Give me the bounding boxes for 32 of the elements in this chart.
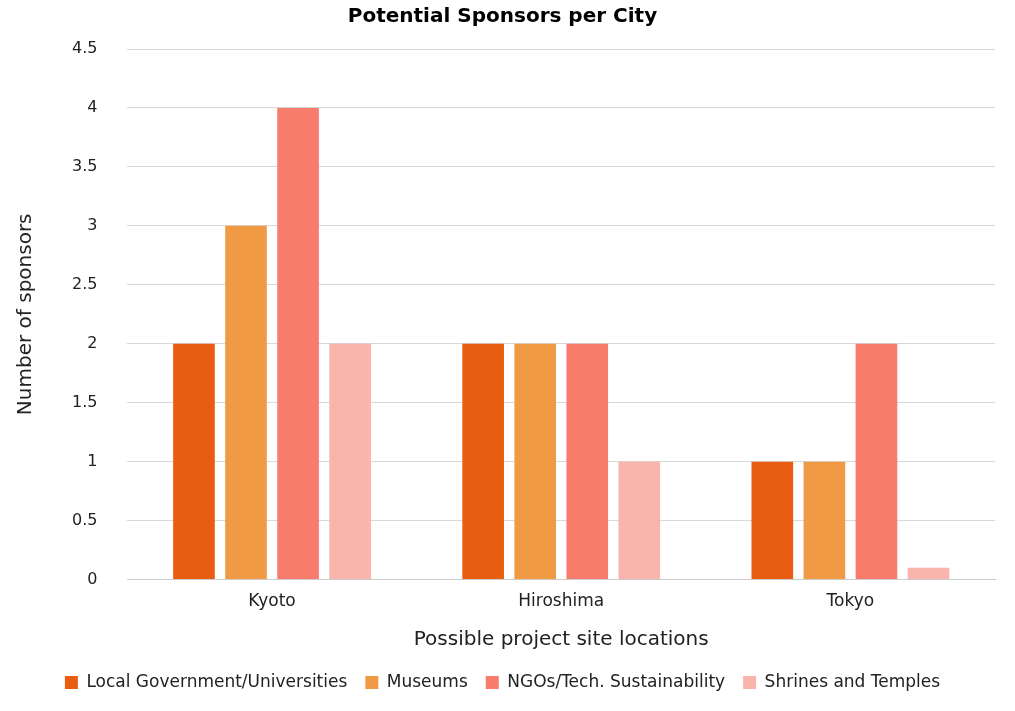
y-axis-title: Number of sponsors	[12, 213, 37, 416]
y-tick-label: 1	[87, 450, 98, 470]
y-tick-label: 0	[87, 568, 98, 588]
x-tick-label: Tokyo	[825, 590, 875, 611]
legend-label: Shrines and Temples	[764, 670, 941, 691]
bar	[803, 461, 846, 580]
bar	[618, 461, 661, 580]
bar	[225, 225, 267, 580]
x-tick-label: Kyoto	[248, 590, 296, 611]
bar	[277, 107, 319, 580]
legend-label: Local Government/Universities	[86, 670, 348, 691]
y-tick-label: 0.5	[71, 509, 98, 529]
bar	[907, 567, 950, 580]
chart-title: Potential Sponsors per City	[347, 3, 658, 28]
y-tick-label: 4.5	[71, 38, 98, 58]
y-tick-label: 2	[87, 332, 98, 352]
legend-label: NGOs/Tech. Sustainability	[507, 670, 726, 691]
y-tick-label: 3	[87, 215, 98, 235]
bar	[751, 461, 794, 580]
x-tick-label: Hiroshima	[518, 590, 605, 611]
bar	[462, 343, 504, 580]
y-tick-label: 4	[87, 97, 98, 117]
y-tick-label: 3.5	[71, 156, 98, 176]
legend-label: Museums	[386, 670, 468, 691]
bar	[329, 343, 371, 580]
y-tick-label: 1.5	[71, 391, 98, 411]
bar	[173, 343, 215, 580]
bar	[855, 343, 898, 580]
bar	[566, 343, 609, 580]
y-tick-label: 2.5	[71, 273, 98, 293]
bar	[514, 343, 557, 580]
x-axis-title: Possible project site locations	[413, 626, 709, 651]
